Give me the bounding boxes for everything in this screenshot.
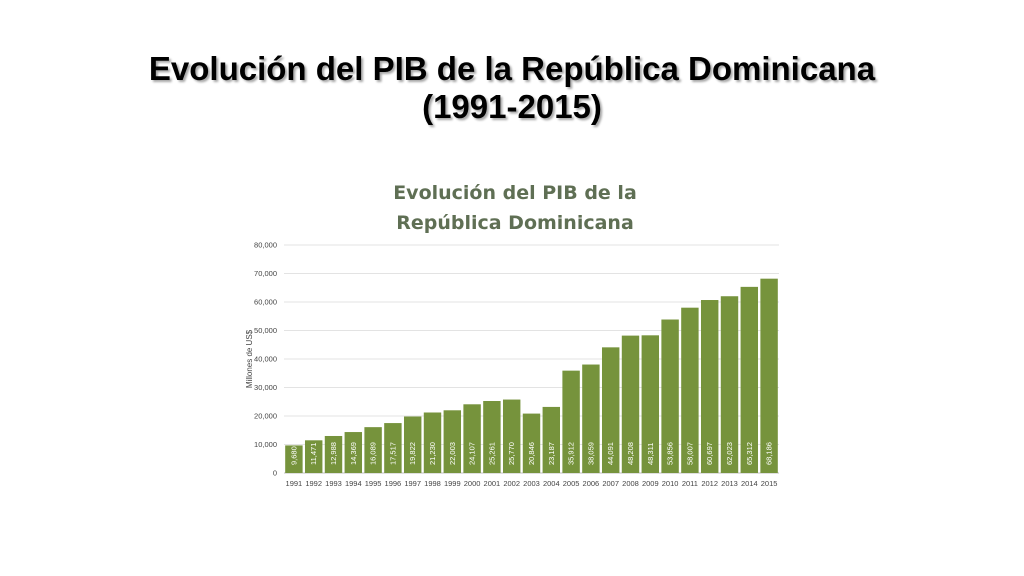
data-label: 16,089 [369,442,378,465]
data-label: 58,007 [685,442,694,465]
x-tick-label: 2011 [682,479,698,488]
data-label: 21,230 [428,442,437,465]
x-tick-label: 2004 [543,479,560,488]
data-label: 25,261 [487,442,496,465]
bar [582,364,600,473]
bar [621,335,640,473]
x-tick-label: 2002 [503,479,520,488]
x-tick-label: 2014 [741,479,758,488]
bar [502,399,521,473]
data-label: 48,311 [646,443,655,465]
x-tick-label: 2006 [583,479,600,488]
x-tick-label: 1996 [385,479,402,488]
x-tick-label: 2003 [523,479,540,488]
bar [562,370,580,473]
bar [403,416,422,473]
y-tick-label: 0 [273,469,277,478]
data-label: 53,856 [666,442,675,465]
axes: 0 10,000 20,000 30,000 40,000 50,000 60,000 70,… [254,241,777,489]
bar [384,423,402,473]
data-label: 60,697 [705,442,714,465]
x-tick-label: 2010 [662,479,679,488]
y-tick-label: 40,000 [254,355,277,364]
bar [700,300,719,473]
data-label: 23,187 [547,442,556,465]
bar [740,286,759,473]
bar [364,427,382,473]
x-tick-label: 2007 [602,479,619,488]
slide-title-line-2: (1991-2015) [422,88,602,125]
x-tick-label: 2000 [464,479,481,488]
bar [443,410,462,473]
bar [285,445,303,473]
bar [423,412,442,473]
data-label: 62,023 [725,442,734,465]
data-label: 44,091 [606,442,615,465]
x-tick-label: 2012 [701,479,718,488]
data-label: 48,208 [626,442,635,465]
x-tick-label: 1992 [305,479,322,488]
bar [304,440,323,473]
bars: 9,680 11,471 12,988 14,369 16,089 17,517 19,82… [285,278,778,473]
x-tick-label: 2013 [721,479,738,488]
data-label: 65,312 [745,442,754,465]
data-label: 12,988 [329,442,338,465]
data-label: 9,680 [289,446,298,465]
y-tick-label: 70,000 [254,269,277,278]
y-tick-label: 20,000 [254,412,277,421]
data-label: 14,369 [349,442,358,465]
slide-title: Evolución del PIB de la República Domini… [0,50,1024,126]
slide-title-line-1: Evolución del PIB de la República Domini… [148,50,876,87]
data-label: 38,059 [586,442,595,465]
bar [542,406,561,473]
data-label: 35,912 [567,442,576,465]
x-tick-label: 1999 [444,479,461,488]
bar [463,404,481,473]
chart-title-line-1: Evolución del PIB de la [393,182,637,204]
bar [344,432,363,473]
bar [522,413,541,473]
data-label: 22,003 [448,442,457,465]
bar [601,347,620,473]
chart-title-line-2: República Dominicana [396,212,634,234]
x-tick-label: 1991 [286,479,303,488]
x-tick-label: 2015 [761,479,778,488]
bar [641,335,660,473]
data-label: 20,846 [527,442,536,465]
bar [324,435,343,473]
bar [483,401,501,473]
y-tick-label: 10,000 [254,440,277,449]
chart-title: Evolución del PIB de la República Domini… [380,178,650,238]
y-tick-label: 80,000 [254,241,277,250]
y-tick-label: 50,000 [254,326,277,335]
x-tick-label: 1993 [325,479,342,488]
data-label: 25,770 [507,442,516,465]
x-tick-label: 2009 [642,479,659,488]
x-tick-label: 1998 [424,479,441,488]
y-axis-label: Millones de US$ [245,329,254,388]
x-tick-label: 1994 [345,479,362,488]
x-tick-label: 2001 [484,479,501,488]
x-tick-label: 2008 [622,479,639,488]
x-tick-label: 1997 [404,479,421,488]
data-label: 19,822 [408,442,417,465]
data-label: 11,471 [309,443,318,465]
bar [760,278,778,473]
data-label: 24,107 [468,442,477,465]
bar [720,296,739,473]
data-label: 17,517 [388,442,397,465]
y-tick-label: 60,000 [254,298,277,307]
x-tick-label: 2005 [563,479,580,488]
data-label: 68,186 [765,442,774,465]
y-tick-label: 30,000 [254,383,277,392]
bar [681,307,699,473]
x-tick-label: 1995 [365,479,382,488]
bar [661,319,679,473]
